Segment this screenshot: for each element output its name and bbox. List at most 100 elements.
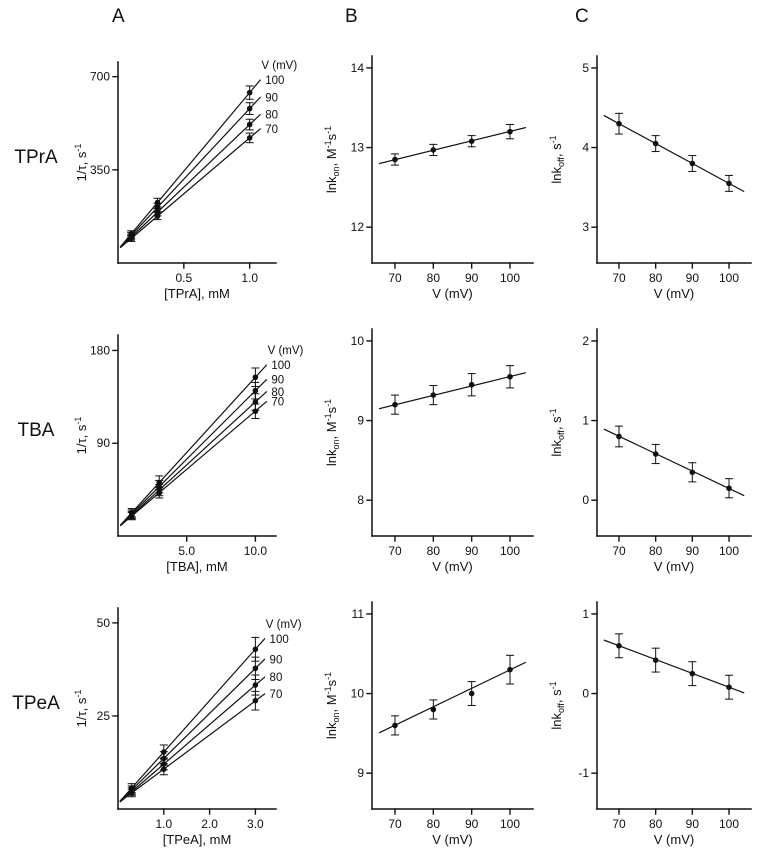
svg-text:[TBA], mM: [TBA], mM: [166, 559, 227, 574]
chart-tpra-concentration: 0.5 1.0 350 700 [TPrA], mM 1/τ, s-1 100 90 80 70 V…: [73, 60, 297, 301]
chart-panel-tpea-c: 70 80 90 100 -1 0 1 V (mV) lnkoff, s-1: [547, 580, 765, 853]
svg-text:100: 100: [500, 817, 520, 831]
svg-text:V (mV): V (mV): [654, 559, 694, 574]
chart-tba-lnkoff: 70 80 90 100 0 1 2 V (mV) lnkoff, s-1: [548, 328, 752, 574]
svg-text:11: 11: [352, 607, 365, 621]
svg-text:10: 10: [351, 687, 365, 701]
svg-text:1.0: 1.0: [155, 817, 172, 831]
chart-panel-tpra-a: 0.5 1.0 350 700 [TPrA], mM 1/τ, s-1 100 90 80 70 V…: [72, 34, 322, 307]
chart-panel-tpea-a: 1.0 2.0 3.0 25 50 [TPeA], mM 1/τ, s-1 100 90 80 70…: [72, 580, 322, 853]
svg-text:80: 80: [649, 544, 663, 558]
svg-text:[TPeA], mM: [TPeA], mM: [163, 832, 232, 847]
svg-text:90: 90: [97, 436, 111, 450]
chart-panel-tba-c: 70 80 90 100 0 1 2 V (mV) lnkoff, s-1: [547, 307, 765, 580]
chart-tpea-concentration: 1.0 2.0 3.0 25 50 [TPeA], mM 1/τ, s-1 100 90 80 70…: [73, 607, 302, 847]
svg-text:90: 90: [271, 375, 284, 387]
svg-text:70: 70: [388, 544, 402, 558]
svg-text:V (mV): V (mV): [268, 345, 304, 357]
svg-text:70: 70: [388, 817, 402, 831]
svg-text:90: 90: [265, 92, 278, 104]
svg-text:90: 90: [686, 271, 700, 285]
svg-text:lnkoff, s-1: lnkoff, s-1: [548, 408, 566, 456]
row-label-tpea: TPeA: [12, 692, 60, 714]
svg-text:70: 70: [612, 271, 626, 285]
svg-text:3: 3: [582, 220, 589, 234]
chart-panel-tba-a: 5.0 10.0 90 180 [TBA], mM 1/τ, s-1 100 90 80 70 V …: [72, 307, 322, 580]
svg-text:80: 80: [427, 817, 441, 831]
svg-text:50: 50: [97, 616, 111, 630]
column-headers: A B C: [0, 0, 767, 34]
svg-text:V (mV): V (mV): [654, 832, 694, 847]
svg-text:V (mV): V (mV): [266, 619, 302, 631]
svg-text:90: 90: [686, 544, 700, 558]
svg-text:1: 1: [582, 607, 589, 621]
svg-text:80: 80: [649, 271, 663, 285]
svg-text:1.0: 1.0: [241, 271, 258, 285]
svg-text:lnkoff, s-1: lnkoff, s-1: [548, 135, 566, 183]
svg-text:2: 2: [582, 334, 589, 348]
svg-text:3.0: 3.0: [247, 817, 264, 831]
svg-text:4: 4: [582, 141, 589, 155]
svg-text:V (mV): V (mV): [432, 286, 472, 301]
svg-text:90: 90: [465, 544, 479, 558]
column-header-b: B: [345, 6, 358, 27]
svg-text:10.0: 10.0: [244, 544, 268, 558]
svg-text:1: 1: [582, 414, 589, 428]
svg-text:90: 90: [465, 271, 479, 285]
figure-row-tpea: TPeA 1.0 2.0 3.0 25 50 [TPeA], mM 1/τ, s-1 100 9…: [0, 580, 767, 853]
svg-text:70: 70: [612, 544, 626, 558]
svg-text:70: 70: [270, 689, 283, 701]
svg-text:90: 90: [270, 654, 283, 666]
svg-text:100: 100: [265, 75, 284, 87]
svg-text:lnkon, M-1s-1: lnkon, M-1s-1: [323, 672, 341, 739]
column-header-c: C: [575, 6, 589, 27]
svg-text:-1: -1: [578, 766, 589, 780]
figure-row-tpra: TPrA 0.5 1.0 350 700 [TPrA], mM 1/τ, s-1 100 90…: [0, 34, 767, 307]
svg-text:80: 80: [265, 110, 278, 122]
svg-text:12: 12: [351, 220, 365, 234]
svg-text:700: 700: [90, 70, 110, 84]
svg-text:90: 90: [465, 817, 479, 831]
svg-text:80: 80: [271, 387, 284, 399]
svg-text:lnkoff, s-1: lnkoff, s-1: [548, 681, 566, 729]
chart-panel-tpra-b: 70 80 90 100 12 13 14 V (mV) lnkon, M-1s-1: [322, 34, 547, 307]
svg-text:90: 90: [686, 817, 700, 831]
row-label-tpra: TPrA: [14, 146, 58, 168]
svg-text:5: 5: [582, 61, 589, 75]
row-label-tba: TBA: [17, 419, 55, 441]
svg-text:25: 25: [97, 709, 111, 723]
svg-text:lnkon, M-1s-1: lnkon, M-1s-1: [323, 126, 341, 193]
svg-text:80: 80: [427, 271, 441, 285]
chart-panel-tpea-b: 70 80 90 100 9 10 11 V (mV) lnkon, M-1s-1: [322, 580, 547, 853]
chart-tpra-lnkon: 70 80 90 100 12 13 14 V (mV) lnkon, M-1s-1: [323, 55, 534, 301]
svg-text:70: 70: [265, 124, 278, 136]
svg-text:10: 10: [351, 334, 365, 348]
svg-text:[TPrA], mM: [TPrA], mM: [164, 286, 230, 301]
svg-text:V (mV): V (mV): [261, 60, 297, 72]
svg-text:100: 100: [500, 271, 520, 285]
svg-text:1/τ, s-1: 1/τ, s-1: [73, 417, 89, 455]
svg-text:80: 80: [270, 672, 283, 684]
svg-text:100: 100: [271, 360, 290, 372]
svg-text:V (mV): V (mV): [432, 559, 472, 574]
svg-text:V (mV): V (mV): [432, 832, 472, 847]
svg-text:80: 80: [427, 544, 441, 558]
chart-tpra-lnkoff: 70 80 90 100 3 4 5 V (mV) lnkoff, s-1: [548, 55, 752, 301]
svg-text:80: 80: [649, 817, 663, 831]
chart-tpea-lnkon: 70 80 90 100 9 10 11 V (mV) lnkon, M-1s-1: [323, 601, 534, 847]
svg-text:100: 100: [719, 271, 739, 285]
svg-text:2.0: 2.0: [201, 817, 218, 831]
column-header-a: A: [112, 6, 125, 27]
svg-text:lnkon, M-1s-1: lnkon, M-1s-1: [323, 399, 341, 466]
svg-text:0: 0: [582, 493, 589, 507]
svg-text:70: 70: [388, 271, 402, 285]
svg-text:100: 100: [719, 544, 739, 558]
svg-text:9: 9: [357, 766, 364, 780]
svg-text:1/τ, s-1: 1/τ, s-1: [73, 144, 89, 182]
chart-tba-lnkon: 70 80 90 100 8 9 10 V (mV) lnkon, M-1s-1: [323, 328, 534, 574]
svg-text:180: 180: [90, 343, 110, 357]
svg-text:70: 70: [271, 397, 284, 409]
chart-panel-tba-b: 70 80 90 100 8 9 10 V (mV) lnkon, M-1s-1: [322, 307, 547, 580]
